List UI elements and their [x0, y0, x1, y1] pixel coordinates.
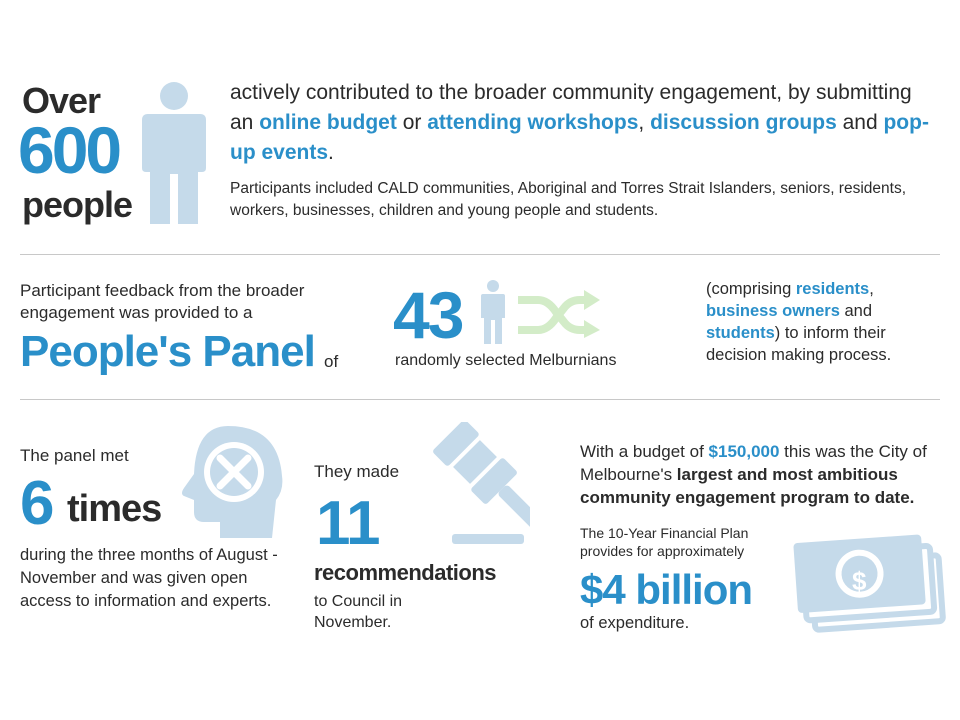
text-run: . [328, 141, 334, 164]
highlight-text: residents [795, 280, 870, 298]
over-label: Over [22, 80, 101, 121]
highlight-text: attending workshops [427, 111, 639, 134]
head-tools-icon [182, 426, 283, 538]
expenditure-text: of expenditure. [580, 614, 690, 632]
text-run: and [836, 111, 884, 134]
eleven-number: 11 [316, 489, 381, 558]
six-hundred-number: 600 [18, 113, 122, 187]
council-text: to Council in November. [314, 593, 403, 631]
panel-intro-text: Participant feedback from the broader en… [20, 281, 305, 322]
small-person-icon [481, 280, 505, 344]
highlight-text: business owners [706, 302, 840, 320]
financial-plan-text: The 10-Year Financial Plan provides for … [580, 525, 749, 559]
panel-met-text: The panel met [20, 446, 129, 465]
panel-of-text: of [324, 352, 339, 371]
money-icon: $ [793, 534, 946, 633]
forty-three-number: 43 [393, 278, 464, 352]
engagement-summary: actively contributed to the broader comm… [230, 78, 940, 168]
participants-text: Participants included CALD communities, … [230, 180, 907, 219]
text-run: this was the City of Melbourne's [580, 442, 927, 484]
six-number: 6 [20, 469, 55, 538]
highlight-text: students [706, 324, 775, 342]
four-billion-number: $4 billion [580, 566, 753, 613]
person-icon [142, 82, 206, 224]
they-made-text: They made [314, 462, 400, 481]
text-run: (comprising [706, 280, 796, 298]
bold-text: largest and most ambitious community eng… [580, 465, 915, 507]
highlight-text: online budget [259, 111, 397, 134]
text-run: ) to inform their decision making proces… [706, 324, 892, 364]
divider-2 [20, 399, 940, 400]
text-run: With a budget of [580, 442, 709, 461]
highlight-text: $150,000 [708, 442, 780, 461]
gavel-icon [433, 422, 530, 544]
shuffle-icon [518, 290, 600, 338]
text-run: , [638, 111, 651, 134]
peoples-panel-heading: People's Panel [20, 327, 316, 376]
svg-text:$: $ [852, 566, 867, 596]
budget-text: With a budget of $150,000 this was the C… [580, 440, 950, 509]
highlight-text: discussion groups [650, 111, 837, 134]
meeting-details-text: during the three months of August - Nove… [20, 546, 278, 610]
recommendations-label: recommendations [314, 560, 497, 585]
people-label: people [22, 184, 133, 225]
divider-1 [20, 254, 940, 255]
times-label: times [67, 488, 162, 530]
text-run: actively contributed to the broader comm… [230, 81, 912, 134]
randomly-selected-text: randomly selected Melburnians [395, 352, 617, 369]
text-run: or [396, 111, 428, 134]
highlight-text: pop-up events [230, 111, 929, 164]
panel-composition-text: (comprising residents, business owners a… [706, 278, 936, 366]
text-run: , [869, 280, 874, 298]
text-run: and [839, 302, 873, 320]
